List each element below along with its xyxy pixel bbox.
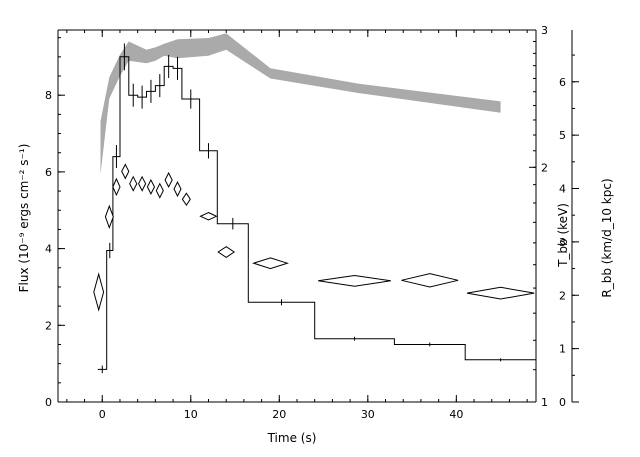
y-axis-title-left-text: Flux (10⁻⁹ ergs cm⁻² s⁻¹): [17, 144, 31, 293]
t-bb-tick-label: 1: [541, 396, 548, 409]
r-bb-diamond: [138, 175, 147, 192]
y-left-tick-label: 2: [45, 319, 52, 332]
r-bb-diamond: [318, 274, 391, 287]
r-bb-tick-label: 2: [559, 289, 566, 302]
x-tick-label: 40: [449, 408, 463, 421]
x-tick-label: 20: [272, 408, 286, 421]
y-axis-title-right-outer: R_bb (km/d_10 kpc): [600, 178, 614, 297]
r-bb-tick-label: 0: [559, 396, 566, 409]
y-axis-title-left: Flux (10⁻⁹ ergs cm⁻² s⁻¹): [17, 144, 31, 293]
r-bb-diamond: [251, 257, 289, 270]
r-bb-tick-label: 3: [559, 236, 566, 249]
x-tick-label: 10: [184, 408, 198, 421]
r-bb-diamond: [401, 273, 459, 288]
r-bb-diamond: [466, 286, 535, 300]
r-bb-tick-label: 6: [559, 76, 566, 89]
r-bb-diamond-group: [93, 163, 535, 312]
y-left-tick-label: 8: [45, 89, 52, 102]
r-bb-diamond: [121, 163, 130, 180]
x-tick-label: 30: [361, 408, 375, 421]
y-axis-title-right-outer-text: R_bb (km/d_10 kpc): [600, 178, 614, 297]
y-left-tick-label: 0: [45, 396, 52, 409]
r-bb-diamond: [112, 177, 121, 197]
r-bb-diamond: [217, 246, 236, 259]
t-bb-band-group: [100, 33, 501, 175]
r-bb-diamond: [164, 171, 173, 188]
x-axis-title: Time (s): [267, 431, 317, 445]
t-bb-tick-label: 3: [541, 24, 548, 37]
flux-histogram-group: [97, 43, 536, 374]
r-bb-diamond: [146, 178, 156, 196]
r-bb-diamond: [155, 182, 164, 199]
r-bb-tick-label: 5: [559, 129, 566, 142]
t-bb-band: [100, 33, 501, 175]
y-left-tick-label: 4: [45, 243, 52, 256]
r-bb-diamond: [173, 180, 182, 198]
r-bb-diamond: [93, 272, 105, 312]
t-bb-tick-label: 2: [541, 161, 548, 174]
r-bb-diamond: [181, 192, 191, 206]
y-axis-title-right-inner-text: T_bb (keV): [556, 203, 570, 268]
r-bb-diamond: [129, 175, 138, 192]
x-tick-label: 0: [99, 408, 106, 421]
r-bb-tick-label: 1: [559, 343, 566, 356]
r-bb-diamond: [199, 211, 218, 221]
r-bb-tick-label: 4: [559, 183, 566, 196]
y-left-tick-label: 6: [45, 166, 52, 179]
y-axis-title-right-inner: T_bb (keV): [556, 203, 570, 268]
r-bb-diamond: [104, 204, 114, 229]
